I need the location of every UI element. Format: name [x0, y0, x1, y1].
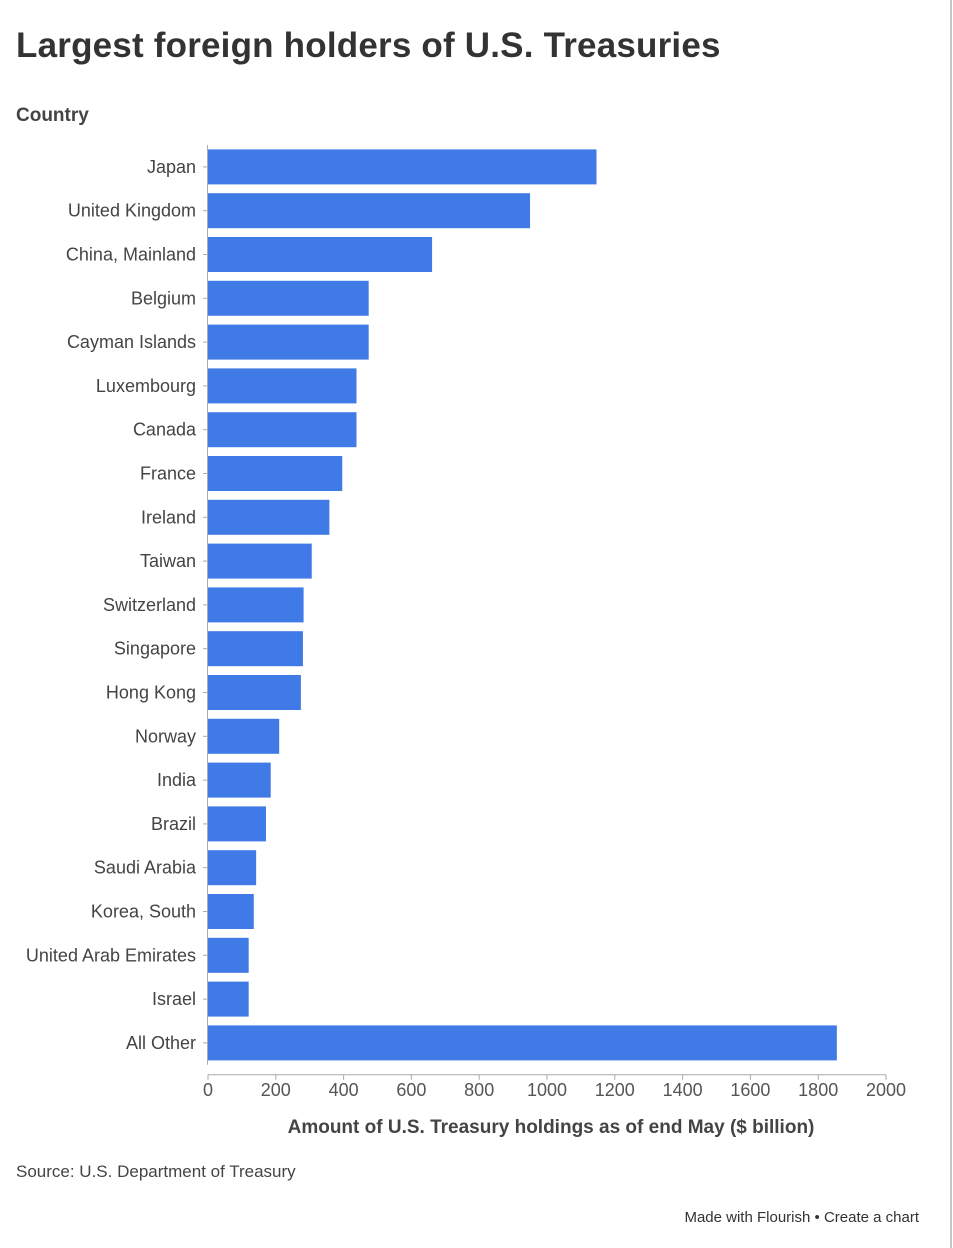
category-label: Norway — [135, 726, 196, 746]
bar-israel — [208, 981, 249, 1017]
category-label: Israel — [152, 989, 196, 1009]
category-label: Brazil — [151, 814, 196, 834]
bar-singapore — [208, 631, 303, 667]
bar-cayman-islands — [208, 324, 369, 360]
bar-ireland — [208, 499, 330, 535]
bar-china-mainland — [208, 237, 433, 272]
x-tick-label: 1600 — [730, 1080, 770, 1100]
bar-india — [208, 762, 271, 798]
x-tick-label: 600 — [396, 1080, 426, 1100]
category-label: Cayman Islands — [67, 332, 196, 352]
category-label: United Arab Emirates — [26, 945, 196, 965]
bar-hong-kong — [208, 675, 301, 710]
category-label: Luxembourg — [96, 376, 196, 396]
category-label: Canada — [133, 420, 197, 440]
category-label: Taiwan — [140, 551, 196, 571]
bar-chart: Japan United Kingdom China, Mainland Belgiu… — [26, 145, 906, 1138]
chart-title: Largest foreign holders of U.S. Treasuri… — [16, 26, 721, 65]
x-tick-label: 2000 — [866, 1080, 906, 1100]
source-note: Source: U.S. Department of Treasury — [16, 1162, 296, 1181]
x-tick-label: 1200 — [595, 1080, 635, 1100]
category-label: China, Mainland — [66, 245, 196, 265]
create-chart-link[interactable]: Create a chart — [823, 1209, 919, 1226]
category-label: Belgium — [131, 288, 196, 308]
category-label: Hong Kong — [106, 683, 196, 703]
bar-belgium — [208, 280, 369, 316]
bar-taiwan — [208, 543, 312, 579]
x-tick-label: 200 — [261, 1080, 291, 1100]
bar-united-arab-emirates — [208, 937, 249, 973]
x-axis-title: Amount of U.S. Treasury holdings as of e… — [288, 1117, 815, 1138]
category-label: All Other — [126, 1033, 196, 1053]
category-label: India — [157, 770, 197, 790]
bar-canada — [208, 412, 357, 448]
footer-separator: • — [814, 1209, 820, 1226]
category-label: United Kingdom — [68, 201, 196, 221]
bar-norway — [208, 718, 280, 754]
bar-korea-south — [208, 894, 254, 929]
made-with-flourish-link[interactable]: Made with Flourish — [684, 1209, 811, 1226]
x-tick-label: 1400 — [663, 1080, 703, 1100]
y-axis-title: Country — [16, 105, 89, 126]
category-label: Korea, South — [91, 902, 196, 922]
bar-switzerland — [208, 587, 304, 623]
category-label: France — [140, 464, 196, 484]
bar-france — [208, 456, 343, 491]
bar-all-other — [208, 1025, 837, 1061]
x-tick-label: 1000 — [527, 1080, 567, 1100]
bar-saudi-arabia — [208, 850, 257, 886]
x-tick-label: 1800 — [798, 1080, 838, 1100]
x-tick-label: 0 — [203, 1080, 213, 1100]
footer: Made with Flourish • Create a chart — [684, 1209, 919, 1226]
x-tick-label: 400 — [329, 1080, 359, 1100]
bar-luxembourg — [208, 368, 357, 404]
bar-brazil — [208, 806, 266, 842]
category-label: Saudi Arabia — [94, 858, 197, 878]
category-label: Singapore — [114, 639, 196, 659]
category-label: Switzerland — [103, 595, 196, 615]
page-right-border — [950, 0, 952, 1248]
bar-japan — [208, 149, 597, 185]
bar-united-kingdom — [208, 193, 531, 229]
x-tick-label: 800 — [464, 1080, 494, 1100]
category-label: Japan — [147, 157, 196, 177]
category-label: Ireland — [141, 507, 196, 527]
